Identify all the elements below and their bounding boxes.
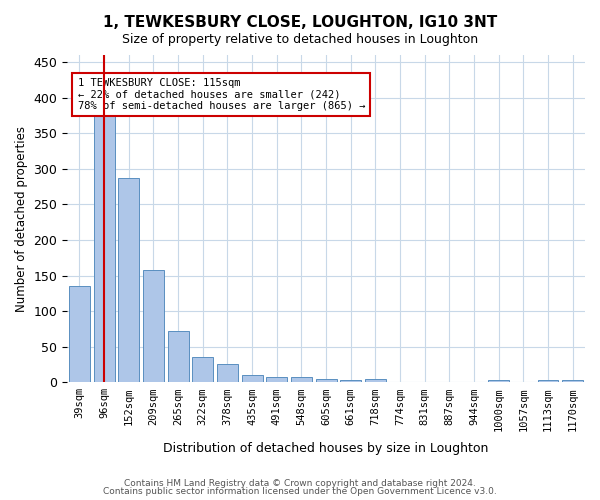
Text: 1 TEWKESBURY CLOSE: 115sqm
← 22% of detached houses are smaller (242)
78% of sem: 1 TEWKESBURY CLOSE: 115sqm ← 22% of deta… — [77, 78, 365, 111]
Text: Contains HM Land Registry data © Crown copyright and database right 2024.: Contains HM Land Registry data © Crown c… — [124, 478, 476, 488]
Text: Contains public sector information licensed under the Open Government Licence v3: Contains public sector information licen… — [103, 487, 497, 496]
Bar — [488, 380, 509, 382]
Bar — [538, 380, 559, 382]
Text: 1, TEWKESBURY CLOSE, LOUGHTON, IG10 3NT: 1, TEWKESBURY CLOSE, LOUGHTON, IG10 3NT — [103, 15, 497, 30]
Bar — [167, 331, 188, 382]
Bar — [69, 286, 90, 382]
Bar — [118, 178, 139, 382]
Bar — [192, 356, 213, 382]
Bar — [143, 270, 164, 382]
Bar — [266, 376, 287, 382]
Bar — [365, 380, 386, 382]
Bar — [94, 116, 115, 382]
Bar — [316, 380, 337, 382]
X-axis label: Distribution of detached houses by size in Loughton: Distribution of detached houses by size … — [163, 442, 489, 455]
Bar — [340, 380, 361, 382]
Bar — [562, 380, 583, 382]
Text: Size of property relative to detached houses in Loughton: Size of property relative to detached ho… — [122, 32, 478, 46]
Bar — [242, 375, 263, 382]
Bar — [291, 378, 312, 382]
Y-axis label: Number of detached properties: Number of detached properties — [15, 126, 28, 312]
Bar — [217, 364, 238, 382]
